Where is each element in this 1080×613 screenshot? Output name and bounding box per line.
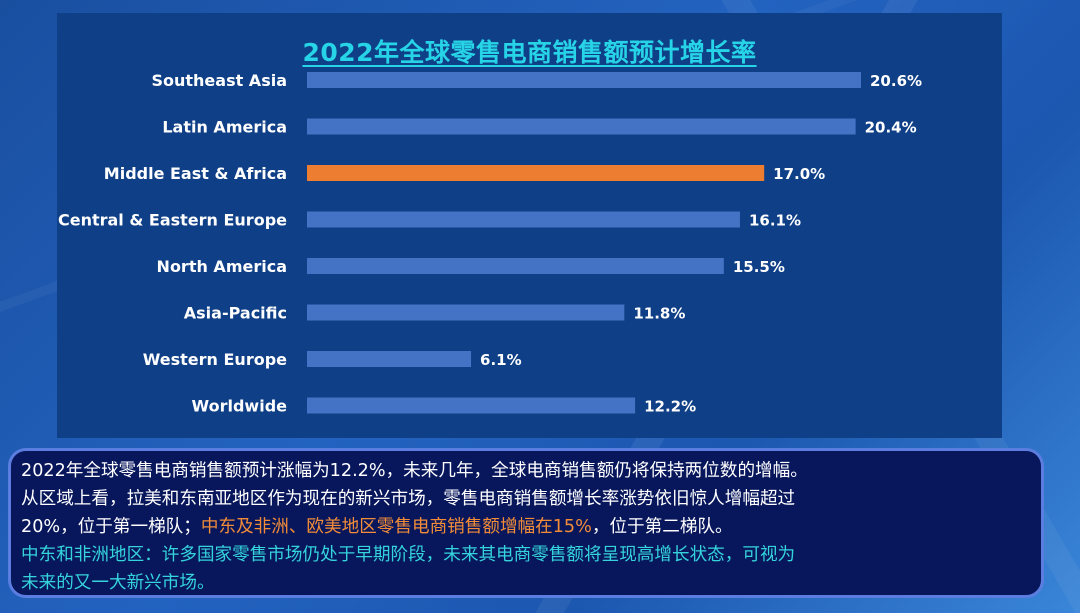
summary-line-3-end: ，位于第二梯队。 [591,517,733,537]
value-label: 16.1% [749,212,801,230]
summary-line-3-start: 20%，位于第一梯队； [21,517,201,537]
bar [307,72,861,88]
bar [307,118,856,135]
summary-line-4: 中东和非洲地区：许多国家零售市场仍处于早期阶段，未来其电商零售额将呈现高增长状态… [21,545,796,565]
bar [307,165,765,181]
category-label: Southeast Asia [151,71,287,90]
chart-panel: 2022年全球零售电商销售额预计增长率 Southeast Asia 20.6% L… [57,13,1002,438]
category-label: Worldwide [192,397,288,416]
summary-line-5: 未来的又一大新兴市场。 [21,573,215,593]
value-label: 20.4% [865,119,917,137]
value-label: 12.2% [644,398,696,416]
bar [307,351,472,367]
bar [307,258,724,274]
value-label: 11.8% [633,305,685,323]
category-label: Central & Eastern Europe [58,211,287,230]
category-label: Asia-Pacific [184,304,287,323]
bar [307,397,636,414]
bar-chart: Southeast Asia 20.6% Latin America 20.4% Mid… [58,71,922,416]
summary-line-1: 2022年全球零售电商销售额预计涨幅为12.2%，未来几年，全球电商销售额仍将保… [21,461,808,481]
category-label: Middle East & Africa [104,164,287,183]
summary-text-box: 2022年全球零售电商销售额预计涨幅为12.2%，未来几年，全球电商销售额仍将保… [8,448,1044,598]
chart-title: 2022年全球零售电商销售额预计增长率 [302,38,757,67]
summary-line-2: 从区域上看，拉美和东南亚地区作为现在的新兴市场，零售电商销售额增长率涨势依旧惊人… [21,489,796,509]
value-label: 20.6% [870,72,922,90]
summary-line-3: 20%，位于第一梯队；中东及非洲、欧美地区零售电商销售额增幅在15%，位于第二梯… [21,513,1031,541]
bar [307,211,740,228]
summary-highlight-text: 中东及非洲、欧美地区零售电商销售额增幅在15% [200,517,592,537]
value-label: 17.0% [773,165,825,183]
value-label: 6.1% [480,351,522,369]
value-label: 15.5% [733,258,785,276]
category-label: North America [157,257,287,276]
bar [307,304,625,321]
category-label: Latin America [162,118,287,137]
category-label: Western Europe [143,350,287,369]
